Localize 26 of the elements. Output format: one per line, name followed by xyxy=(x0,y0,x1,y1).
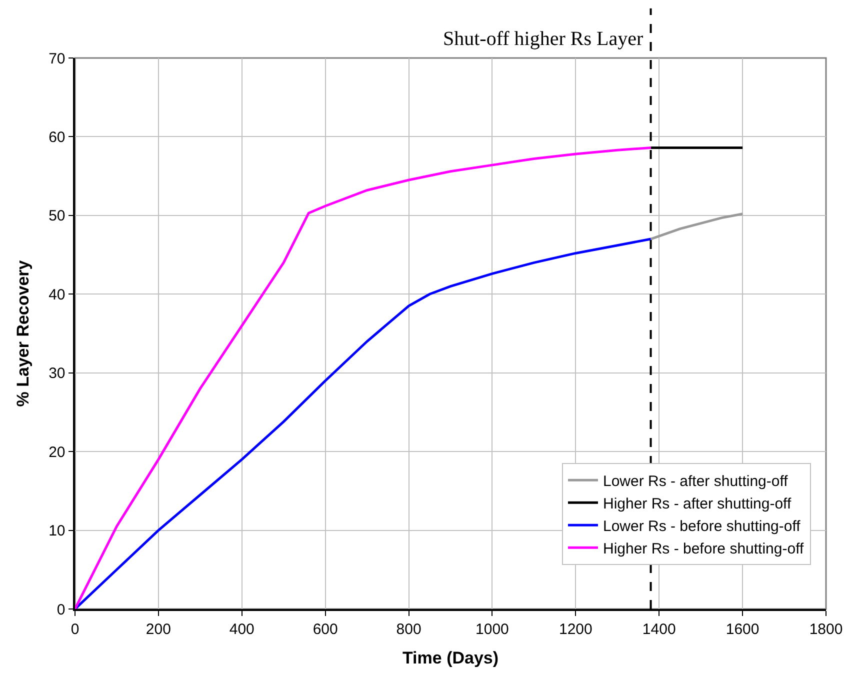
y-tick-label: 30 xyxy=(48,365,66,382)
legend-label: Lower Rs - after shutting-off xyxy=(602,473,789,490)
y-tick-label: 10 xyxy=(48,522,66,540)
x-tick-label: 0 xyxy=(70,620,80,638)
y-tick-label: 40 xyxy=(48,286,66,304)
x-tick-label: 1200 xyxy=(558,620,592,638)
y-tick-label: 60 xyxy=(48,128,66,146)
x-tick-label: 1400 xyxy=(642,620,676,638)
x-tick-label: 600 xyxy=(312,620,338,638)
y-tick-label: 0 xyxy=(56,601,66,618)
legend-label: Higher Rs - before shutting-off xyxy=(602,540,804,558)
line-series xyxy=(650,212,744,240)
x-tick-label: 1800 xyxy=(809,620,843,638)
legend-label: Lower Rs - before shutting-off xyxy=(602,518,802,536)
x-tick-label: 1000 xyxy=(476,620,509,638)
x-tick-label: 200 xyxy=(146,620,171,638)
y-tick-label: 50 xyxy=(48,208,66,225)
y-tick-label: 70 xyxy=(48,50,66,68)
y-axis-title: % Layer Recovery xyxy=(14,260,33,407)
ref-line-label: Shut-off higher Rs Layer xyxy=(443,28,644,50)
x-axis-title: Time (Days) xyxy=(402,648,499,668)
x-tick-label: 800 xyxy=(396,620,422,638)
x-tick-label: 1600 xyxy=(726,620,760,638)
x-tick-label: 400 xyxy=(229,620,254,638)
legend-label: Higher Rs - after shutting-off xyxy=(602,496,792,513)
y-tick-label: 20 xyxy=(48,444,66,461)
